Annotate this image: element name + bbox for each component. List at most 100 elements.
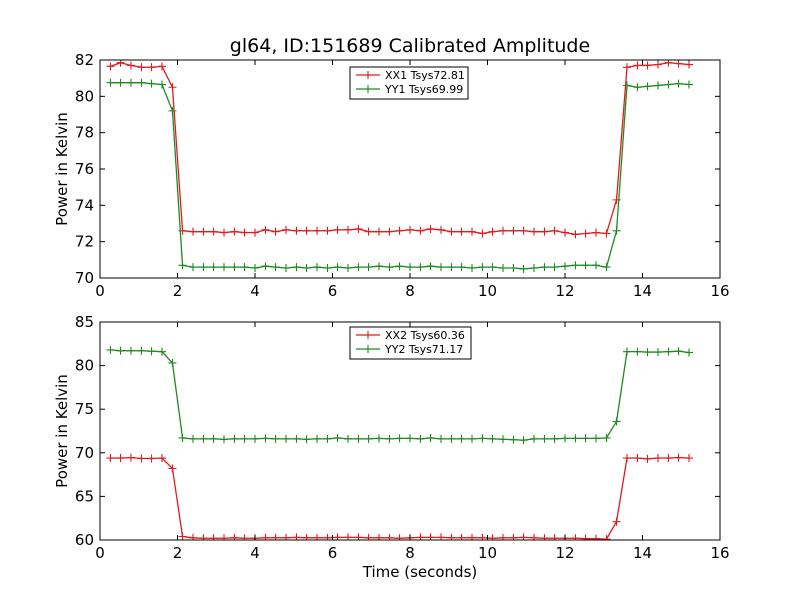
- data-point: [158, 80, 166, 89]
- data-point: [106, 345, 115, 354]
- data-point: [168, 83, 177, 92]
- data-point: [416, 226, 425, 235]
- data-point: [375, 227, 383, 236]
- top-panel-xx1-yy1: 0 2 4 6 8 10 12 14 16 70 72 74 76 78 80 82 Power in Kelv…: [53, 51, 730, 300]
- data-point: [571, 434, 580, 443]
- data-point: [457, 434, 466, 443]
- data-point: [199, 534, 208, 540]
- data-point: [375, 262, 383, 271]
- y-axis-label: Power in Kelvin: [53, 112, 71, 226]
- data-point: [127, 346, 135, 355]
- data-point: [147, 63, 156, 72]
- data-point: [147, 454, 156, 463]
- x-tick-label: 4: [250, 282, 260, 300]
- data-point: [395, 226, 404, 235]
- data-point: [602, 229, 611, 238]
- data-point: [209, 434, 218, 443]
- data-point: [488, 227, 497, 236]
- y-tick-label: 65: [75, 487, 94, 505]
- data-point: [323, 264, 332, 273]
- data-point: [147, 347, 156, 356]
- data-point: [375, 434, 383, 443]
- data-point: [674, 347, 683, 356]
- data-point: [292, 226, 301, 235]
- data-point: [561, 434, 569, 443]
- data-point: [230, 227, 239, 236]
- data-point: [364, 227, 373, 236]
- data-point: [158, 62, 166, 71]
- data-point: [623, 347, 631, 356]
- data-point: [623, 63, 631, 72]
- data-point: [426, 224, 435, 233]
- data-point: [499, 264, 507, 273]
- y-tick-label: 70: [75, 444, 94, 462]
- y-tick-label: 74: [75, 196, 94, 214]
- data-point: [592, 434, 600, 443]
- data-point: [375, 533, 383, 540]
- data-point: [106, 454, 115, 463]
- data-point: [395, 534, 404, 540]
- data-point: [561, 228, 569, 237]
- y-tick-label: 70: [75, 269, 94, 287]
- data-point: [354, 224, 363, 233]
- data-point: [488, 263, 497, 272]
- data-point: [499, 533, 507, 540]
- plot-area: [106, 60, 693, 273]
- data-point: [199, 227, 208, 236]
- series-line-xx2: [110, 456, 690, 540]
- data-point: [251, 434, 259, 443]
- data-point: [602, 263, 611, 272]
- data-point: [220, 435, 228, 444]
- legend-label: XX1 Tsys72.81: [385, 69, 465, 82]
- figure-title: gl64, ID:151689 Calibrated Amplitude: [230, 35, 590, 57]
- data-point: [271, 227, 280, 236]
- data-point: [685, 60, 693, 69]
- data-point: [592, 228, 600, 237]
- legend-label: XX2 Tsys60.36: [385, 329, 465, 342]
- data-point: [313, 226, 321, 235]
- data-point: [189, 533, 197, 540]
- data-point: [499, 435, 507, 444]
- data-point: [416, 434, 425, 443]
- data-point: [592, 534, 600, 540]
- data-point: [509, 226, 518, 235]
- data-point: [530, 227, 538, 236]
- data-point: [333, 433, 342, 442]
- data-point: [664, 80, 673, 89]
- data-point: [612, 226, 621, 235]
- data-point: [674, 60, 683, 68]
- data-point: [426, 533, 435, 540]
- data-point: [530, 434, 538, 443]
- data-point: [581, 229, 590, 238]
- data-point: [395, 434, 404, 443]
- data-point: [674, 79, 683, 88]
- data-point: [282, 533, 290, 540]
- data-point: [199, 434, 208, 443]
- data-point: [550, 534, 559, 540]
- y-axis-label: Power in Kelvin: [53, 374, 71, 488]
- data-point: [178, 261, 187, 270]
- data-point: [602, 433, 611, 442]
- data-point: [406, 263, 414, 272]
- data-point: [571, 261, 580, 270]
- data-point: [519, 436, 528, 445]
- data-point: [540, 263, 549, 272]
- y-tick-label: 80: [75, 87, 94, 105]
- data-point: [282, 434, 290, 443]
- data-point: [333, 533, 342, 540]
- data-point: [323, 434, 332, 443]
- data-point: [240, 228, 249, 237]
- data-point: [354, 434, 363, 443]
- data-point: [561, 262, 569, 271]
- data-point: [395, 262, 404, 271]
- data-point: [540, 534, 549, 540]
- data-point: [199, 263, 208, 272]
- data-point: [550, 434, 559, 443]
- data-point: [468, 434, 476, 443]
- data-point: [457, 227, 466, 236]
- x-tick-label: 2: [173, 544, 183, 562]
- x-tick-label: 2: [173, 282, 183, 300]
- data-point: [137, 78, 146, 87]
